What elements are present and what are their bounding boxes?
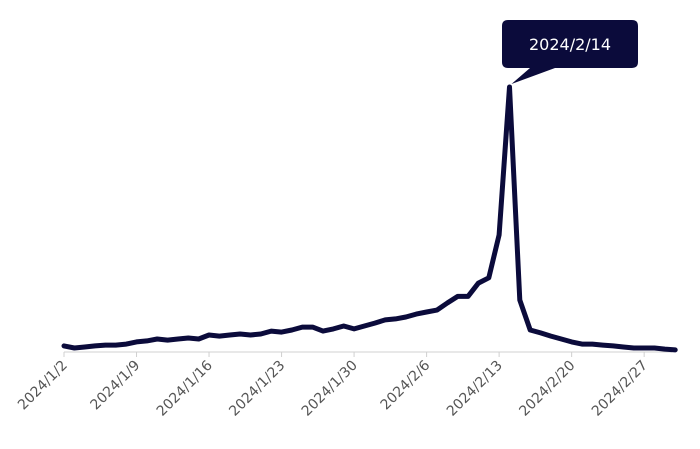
x-tick-label: 2024/1/16 xyxy=(154,357,216,419)
x-tick-label: 2024/1/30 xyxy=(299,358,361,420)
x-tick-label: 2024/1/9 xyxy=(88,358,144,414)
annotation-text: 2024/2/14 xyxy=(529,35,611,54)
x-tick-label: 2024/2/27 xyxy=(589,358,651,420)
annotation: 2024/2/14 xyxy=(502,20,638,84)
x-tick-label: 2024/2/20 xyxy=(516,358,578,420)
x-tick-label: 2024/2/6 xyxy=(378,357,434,413)
line xyxy=(61,84,678,353)
x-tick-label: 2024/2/13 xyxy=(444,358,506,420)
x-tick-label: 2024/1/2 xyxy=(15,358,71,414)
annotation-box xyxy=(502,20,638,84)
x-tick-label: 2024/1/23 xyxy=(226,358,288,420)
